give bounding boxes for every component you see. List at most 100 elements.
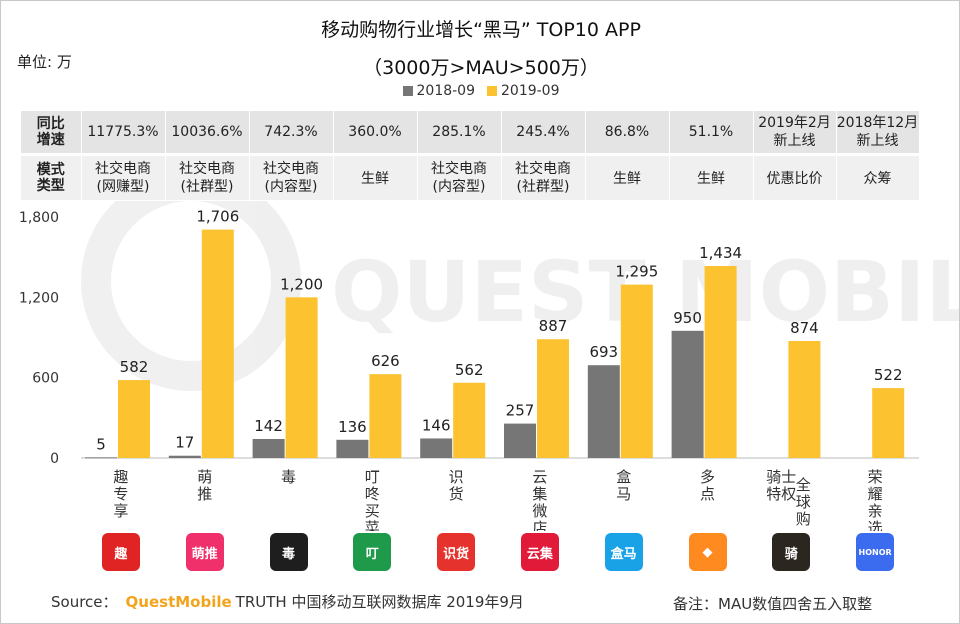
- type-subvalue: (社群型): [516, 179, 570, 195]
- bar-2019-09-8: [788, 340, 821, 458]
- legend-label-2018: 2018-09: [416, 83, 476, 99]
- data-label: 1,200: [280, 275, 323, 293]
- data-label: 146: [422, 416, 451, 434]
- type-value: 众筹: [863, 171, 892, 187]
- app-icon-glyph: 趣: [114, 546, 128, 562]
- growth-row-header: 同比 增速: [21, 111, 82, 156]
- growth-cell: 11775.3%: [81, 111, 166, 156]
- data-label: 1,706: [196, 208, 239, 226]
- growth-value: 245.4%: [516, 124, 570, 140]
- x-tick-label: 特权: [766, 485, 796, 503]
- app-icon-glyph: 叮: [365, 546, 379, 562]
- type-subvalue: (内容型): [264, 179, 318, 195]
- app-icon-glyph: ◆: [702, 544, 713, 560]
- app-icon-glyph: 云集: [526, 546, 553, 562]
- bar-2018-09-5: [504, 423, 536, 458]
- type-subvalue: (内容型): [432, 179, 486, 195]
- app-icon-glyph: 骑: [784, 546, 798, 562]
- bar-2019-09-2: [285, 297, 318, 458]
- source-note: Source： QuestMobile TRUTH 中国移动互联网数据库 2019年…: [51, 591, 524, 612]
- source-rest: TRUTH 中国移动互联网数据库 2019年9月: [235, 593, 524, 611]
- bar-chart-plot: QUEST MOBILE06001,2001,8005582趣专享171,706…: [19, 201, 959, 531]
- x-tick-label: 盒: [616, 468, 631, 486]
- quzhuanxiang-app-icon: 趣: [101, 533, 140, 571]
- type-cell: 众筹: [836, 154, 920, 203]
- chart-title: 移动购物行业增长“黑马” TOP10 APP: [321, 19, 641, 41]
- growth-value: 86.8%: [604, 124, 650, 140]
- shihuo-app-icon: 识货: [437, 533, 476, 571]
- x-tick-label: 货: [449, 485, 464, 503]
- legend-item-2019: 2019-09: [487, 83, 560, 99]
- x-tick-label: 亲: [868, 502, 883, 520]
- data-label: 887: [539, 317, 568, 335]
- growth-cell: 2019年2月 新上线: [753, 111, 837, 156]
- growth-value: 10036.6%: [171, 124, 243, 140]
- bar-2018-09-2: [252, 438, 285, 458]
- type-cell: 社交电商 (网赚型): [81, 154, 166, 203]
- x-tick-label: 趣: [113, 468, 128, 486]
- type-cell: 优惠比价: [753, 154, 837, 203]
- x-tick-label: 马: [616, 485, 631, 503]
- duodian-app-icon: ◆: [688, 533, 727, 571]
- growth-value: 742.3%: [264, 124, 318, 140]
- app-icon-glyph: 盒马: [610, 546, 637, 562]
- growth-cell: 360.0%: [333, 111, 418, 156]
- type-subvalue: (网赚型): [96, 179, 150, 195]
- type-value: 社交电商: [95, 161, 151, 177]
- data-label: 950: [673, 309, 702, 327]
- x-tick-label: 购: [796, 510, 811, 528]
- growth-header-line1: 同比: [36, 116, 65, 132]
- yunji-app-icon: 云集: [520, 533, 559, 571]
- bar-2018-09-6: [587, 365, 620, 458]
- app-icon-glyph: 识货: [443, 546, 470, 562]
- data-label: 142: [254, 417, 283, 435]
- type-cell: 生鲜: [669, 154, 754, 203]
- legend-label-2019: 2019-09: [501, 83, 560, 99]
- x-tick-label: 萌: [197, 468, 212, 486]
- data-label: 17: [175, 434, 194, 452]
- app-icon-glyph: 萌推: [191, 546, 218, 562]
- growth-cell: 742.3%: [249, 111, 334, 156]
- growth-value: 285.1%: [432, 124, 486, 140]
- x-tick-label: 耀: [868, 485, 883, 503]
- growth-cell: 86.8%: [585, 111, 670, 156]
- source-prefix: Source：: [51, 593, 118, 611]
- type-cell: 社交电商 (内容型): [249, 154, 334, 203]
- mengtui-app-icon: 萌推: [185, 533, 224, 571]
- growth-note: 新上线: [773, 133, 816, 149]
- growth-cell: 285.1%: [417, 111, 502, 156]
- bar-2019-09-9: [872, 388, 905, 458]
- x-tick-label: 荣: [868, 468, 883, 486]
- growth-cell: 10036.6%: [165, 111, 250, 156]
- data-label: 522: [874, 366, 903, 384]
- bar-2019-09-0: [118, 380, 150, 458]
- bar-2018-09-3: [336, 439, 369, 458]
- bar-2019-09-7: [704, 266, 737, 458]
- type-value: 生鲜: [613, 171, 641, 187]
- bar-2019-09-6: [620, 284, 653, 458]
- type-cell: 生鲜: [585, 154, 670, 203]
- bar-2019-09-3: [369, 374, 402, 458]
- growth-value: 2018年12月: [836, 115, 919, 131]
- growth-value: 11775.3%: [87, 124, 159, 140]
- hema-app-icon: 盒马: [604, 533, 643, 571]
- type-subvalue: (社群型): [180, 179, 234, 195]
- unit-label: 单位: 万: [17, 53, 72, 71]
- y-tick-label: 1,200: [19, 290, 59, 306]
- x-tick-label: 多: [700, 468, 715, 486]
- data-label: 1,434: [699, 244, 742, 262]
- type-cell: 社交电商 (内容型): [417, 154, 502, 203]
- y-tick-label: 600: [32, 371, 59, 387]
- type-value: 生鲜: [697, 171, 725, 187]
- growth-value: 2019年2月: [758, 115, 831, 131]
- x-tick-label: 识: [449, 468, 464, 486]
- type-value: 社交电商: [179, 161, 235, 177]
- y-tick-label: 0: [50, 451, 59, 467]
- bar-2019-09-4: [453, 382, 486, 458]
- bar-2019-09-5: [537, 339, 569, 458]
- type-value: 社交电商: [263, 161, 319, 177]
- footnote: 备注：MAU数值四舍五入取整: [673, 595, 873, 613]
- data-label: 693: [589, 343, 618, 361]
- data-label: 874: [790, 319, 819, 337]
